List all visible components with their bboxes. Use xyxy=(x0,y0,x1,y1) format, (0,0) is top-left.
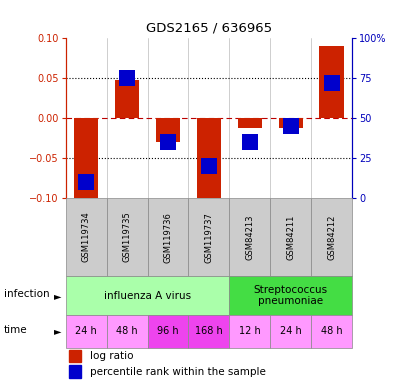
Bar xyxy=(229,315,270,348)
Bar xyxy=(238,118,262,127)
Bar xyxy=(119,70,135,86)
Text: 168 h: 168 h xyxy=(195,326,223,336)
Bar xyxy=(311,315,352,348)
Text: percentile rank within the sample: percentile rank within the sample xyxy=(90,367,266,377)
Bar xyxy=(189,198,229,276)
Text: Streptococcus
pneumoniae: Streptococcus pneumoniae xyxy=(254,285,328,306)
Text: 24 h: 24 h xyxy=(75,326,97,336)
Bar xyxy=(160,134,176,150)
Text: ►: ► xyxy=(54,326,61,336)
Text: GSM119734: GSM119734 xyxy=(82,212,91,263)
Bar xyxy=(283,118,299,134)
Bar xyxy=(107,315,148,348)
Text: GSM84211: GSM84211 xyxy=(286,214,295,260)
Bar xyxy=(66,315,107,348)
Bar xyxy=(320,46,344,118)
Title: GDS2165 / 636965: GDS2165 / 636965 xyxy=(146,22,272,35)
Text: log ratio: log ratio xyxy=(90,351,133,361)
Text: 48 h: 48 h xyxy=(321,326,343,336)
Bar xyxy=(68,366,82,378)
Bar xyxy=(201,158,217,174)
Bar xyxy=(229,198,270,276)
Text: 12 h: 12 h xyxy=(239,326,261,336)
Text: infection: infection xyxy=(4,289,50,299)
Bar xyxy=(78,174,94,190)
Text: 48 h: 48 h xyxy=(116,326,138,336)
Text: ►: ► xyxy=(54,291,61,301)
Text: GSM84212: GSM84212 xyxy=(327,214,336,260)
Bar xyxy=(197,118,221,198)
Bar xyxy=(66,276,229,315)
Bar xyxy=(68,350,82,362)
Bar xyxy=(279,118,303,127)
Text: GSM119736: GSM119736 xyxy=(164,212,172,263)
Bar xyxy=(242,134,258,150)
Bar xyxy=(270,198,311,276)
Text: influenza A virus: influenza A virus xyxy=(104,291,191,301)
Text: GSM119737: GSM119737 xyxy=(205,212,213,263)
Text: time: time xyxy=(4,324,27,334)
Bar xyxy=(324,75,340,91)
Bar xyxy=(115,80,139,118)
Bar xyxy=(148,315,189,348)
Bar xyxy=(66,198,107,276)
Bar xyxy=(311,198,352,276)
Bar xyxy=(229,276,352,315)
Text: GSM119735: GSM119735 xyxy=(123,212,132,263)
Text: GSM84213: GSM84213 xyxy=(246,214,254,260)
Text: 24 h: 24 h xyxy=(280,326,302,336)
Bar xyxy=(270,315,311,348)
Bar xyxy=(148,198,189,276)
Bar xyxy=(156,118,180,142)
Text: 96 h: 96 h xyxy=(157,326,179,336)
Bar xyxy=(189,315,229,348)
Bar xyxy=(74,118,98,199)
Bar xyxy=(107,198,148,276)
